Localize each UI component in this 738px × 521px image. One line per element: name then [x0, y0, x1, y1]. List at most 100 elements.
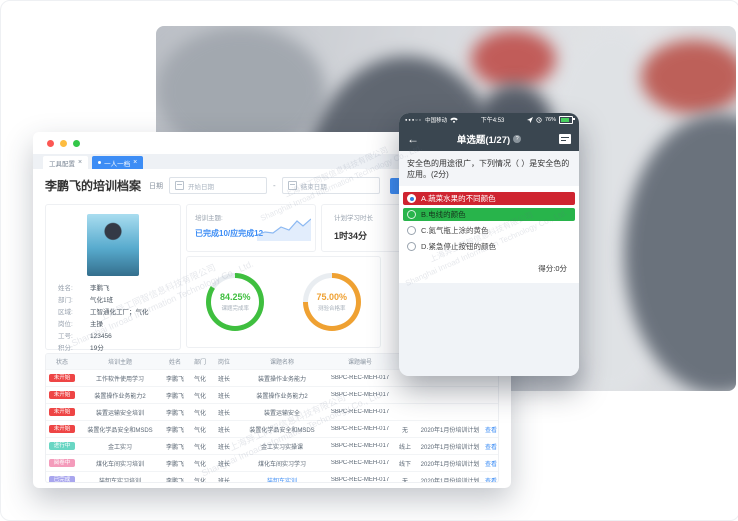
action-link[interactable]: 查看 — [484, 478, 497, 483]
course-cell: 装置操作业务能力2 — [256, 393, 308, 400]
tab-bar: 工具配置 × 一人一档 × — [33, 154, 511, 169]
course-cell: 金工实习实操课 — [260, 444, 303, 451]
table-row[interactable]: 未开始 装置运输安全培训 李鹏飞 气化 班长 装置运输安全 SBPC-REC-M… — [46, 403, 498, 420]
topic-cell: 装卸车实习培训 — [98, 478, 141, 483]
header-status: 状态 — [55, 360, 68, 366]
mode-cell: 无 — [401, 427, 408, 434]
field-label: 工号: — [58, 333, 73, 340]
completion-rate-donut: 84.25% 课题完成率 — [206, 273, 265, 331]
header-dept: 部门 — [193, 360, 206, 366]
profile-field: 姓名: 李鹏飞 — [46, 283, 180, 295]
profile-field: 岗位: 主操 — [46, 319, 180, 331]
status-badge: 已完成 — [49, 476, 75, 482]
plan-cell: 2020年1月份培训计划 — [420, 444, 480, 451]
close-window-icon[interactable] — [47, 139, 54, 147]
alarm-icon — [536, 116, 542, 123]
table-row[interactable]: 阅卷中 煤化车间实习培训 李鹏飞 气化 班长 煤化车间实习学习 SBPC-REC… — [46, 454, 498, 471]
table-row[interactable]: 已完成 装卸车实习培训 李鹏飞 气化 班长 装卸车实训 SBPC-REC-MEH… — [46, 471, 498, 483]
courses-table: 状态 培训主题 姓名 部门 岗位 课题名称 课题编号 未开始 工作软件使用学习 … — [45, 353, 499, 483]
option-c[interactable]: C.氮气瓶上涂的黄色 — [403, 224, 575, 237]
plan-label: 计划学习时长 — [334, 215, 373, 222]
option-b[interactable]: B.电线的颜色 — [403, 208, 575, 221]
profile-field: 部门: 气化1班 — [46, 295, 180, 307]
pass-rate-value: 75.00% — [316, 292, 348, 302]
post-cell: 班长 — [217, 461, 230, 468]
option-a[interactable]: A.蔬菜水果的不同颜色 — [403, 192, 575, 205]
help-icon[interactable]: ? — [513, 134, 522, 143]
profile-field: 积分: 19分 — [46, 343, 180, 355]
post-cell: 班长 — [217, 410, 230, 417]
back-arrow-icon[interactable]: ← — [407, 131, 419, 146]
course-cell: 煤化车间实习学习 — [257, 461, 306, 468]
post-cell: 班长 — [217, 427, 230, 434]
pass-rate-donut: 75.00% 测验合格率 — [302, 273, 361, 331]
status-time: 下午4:53 — [480, 118, 505, 124]
score-text: 得分:0分 — [399, 256, 579, 281]
status-badge-cell: 进行中 — [46, 442, 78, 450]
course-cell: 装置操作业务能力 — [257, 376, 306, 383]
mode-cell: 线上 — [398, 444, 411, 451]
table-body: 未开始 工作软件使用学习 李鹏飞 气化 班长 装置操作业务能力 SBPC-REC… — [46, 369, 498, 483]
plan-cell: 2020年1月份培训计划 — [420, 461, 480, 468]
action-link[interactable]: 查看 — [484, 444, 497, 451]
date-range-separator: - — [273, 181, 276, 190]
option-d[interactable]: D.紧急停止按钮的颜色 — [403, 240, 575, 253]
status-badge: 未开始 — [49, 408, 75, 416]
quiz-title: 单选题(1/27) — [456, 134, 511, 146]
plan-cell: 2020年1月份培训计划 — [420, 427, 480, 434]
code-cell: SBPC-REC-MEH-017 — [330, 409, 390, 415]
post-cell: 班长 — [217, 376, 230, 383]
battery-percent: 76% — [544, 116, 556, 123]
course-cell: 装置运输安全 — [263, 410, 300, 417]
phone-blank-area — [399, 283, 579, 376]
dept-cell: 气化 — [193, 427, 206, 434]
answer-sheet-icon[interactable] — [559, 133, 571, 144]
action-link[interactable]: 查看 — [484, 461, 497, 468]
mode-cell: 无 — [401, 478, 408, 483]
tab-label: 一人一档 — [104, 160, 131, 168]
post-cell: 班长 — [217, 393, 230, 400]
topic-cell: 装置操作业务能力2 — [94, 393, 146, 400]
phone-nav-bar: ← 单选题(1/27) ? — [399, 126, 579, 151]
post-cell: 班长 — [217, 444, 230, 451]
options-list: A.蔬菜水果的不同颜色 B.电线的颜色 C.氮气瓶上涂的黄色 D.紧急停止按钮的… — [399, 186, 579, 283]
completion-rate-value: 84.25% — [219, 292, 251, 302]
maximize-window-icon[interactable] — [73, 139, 80, 147]
pass-rate-label: 测验合格率 — [317, 306, 346, 312]
calendar-icon — [287, 181, 297, 190]
carrier-label: 中国移动 — [425, 117, 448, 124]
table-row[interactable]: 未开始 装置化学品安全和MSDS 李鹏飞 气化 班长 装置化学品安全和MSDS … — [46, 420, 498, 437]
action-link[interactable]: 查看 — [484, 427, 497, 434]
code-cell: SBPC-REC-MEH-017 — [330, 392, 390, 398]
tab-one-person-one-file[interactable]: 一人一档 × — [92, 156, 144, 169]
dept-cell: 气化 — [193, 478, 206, 483]
table-row[interactable]: 进行中 金工实习 李鹏飞 气化 班长 金工实习实操课 SBPC-REC-MEH-… — [46, 437, 498, 454]
status-badge: 进行中 — [49, 442, 75, 450]
profile-card: 姓名: 李鹏飞 部门: 气化1班 区域: 工智通化工厂；气化 岗位: 主操 工号… — [45, 204, 181, 352]
status-badge-cell: 已完成 — [46, 476, 78, 482]
signal-dots-icon: ●●●○○ — [405, 117, 423, 122]
tab-tool-config[interactable]: 工具配置 × — [43, 156, 89, 169]
field-value: 李鹏飞 — [90, 285, 110, 292]
header-topic: 培训主题 — [107, 360, 132, 366]
option-label: C.氮气瓶上涂的黄色 — [421, 226, 489, 235]
completion-rate-label: 课题完成率 — [221, 306, 249, 312]
minimize-window-icon[interactable] — [60, 139, 67, 147]
status-badge: 阅卷中 — [49, 459, 75, 467]
name-cell: 李鹏飞 — [165, 393, 184, 400]
name-cell: 李鹏飞 — [165, 478, 184, 483]
option-label: B.电线的颜色 — [421, 210, 466, 219]
table-row[interactable]: 未开始 工作软件使用学习 李鹏飞 气化 班长 装置操作业务能力 SBPC-REC… — [46, 369, 498, 386]
radio-icon — [407, 226, 416, 235]
close-tab-icon[interactable]: × — [78, 159, 83, 166]
start-date-input[interactable]: 开始日期 — [169, 177, 268, 194]
field-value: 气化1班 — [90, 297, 114, 304]
option-label: D.紧急停止按钮的颜色 — [421, 242, 496, 251]
end-date-input[interactable]: 结束日期 — [281, 177, 380, 194]
radio-icon — [407, 210, 416, 219]
red-helmet-icon — [471, 30, 556, 88]
table-row[interactable]: 未开始 装置操作业务能力2 李鹏飞 气化 班长 装置操作业务能力2 SBPC-R… — [46, 386, 498, 403]
date-label: 日期 — [149, 182, 164, 190]
close-tab-icon[interactable]: × — [133, 159, 138, 166]
